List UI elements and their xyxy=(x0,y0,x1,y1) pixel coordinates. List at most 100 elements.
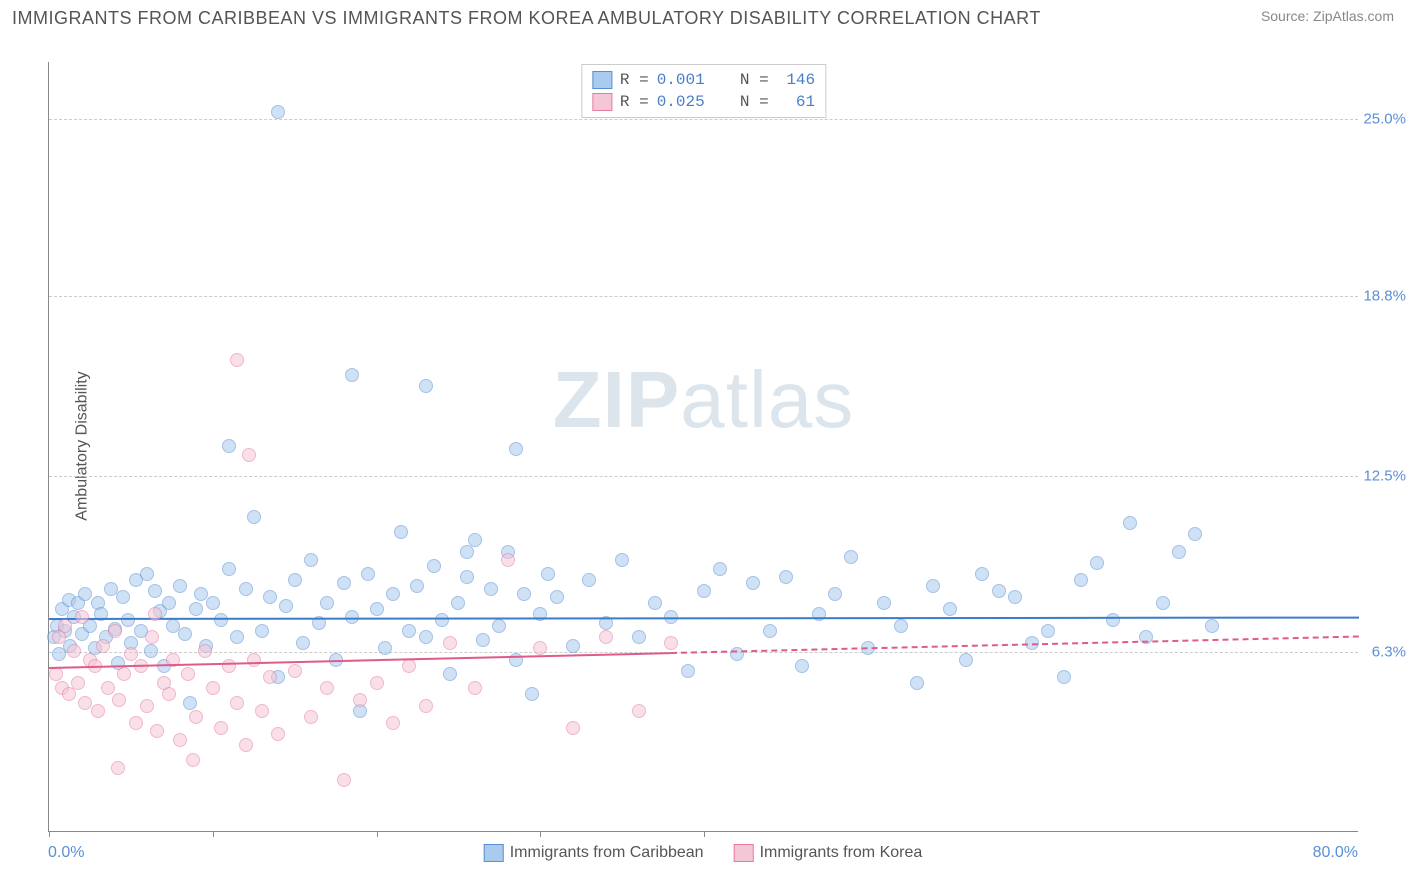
data-point xyxy=(140,699,154,713)
data-point xyxy=(49,667,63,681)
data-point xyxy=(162,687,176,701)
data-point xyxy=(975,567,989,581)
data-point xyxy=(664,636,678,650)
data-point xyxy=(296,636,310,650)
source-label: Source: ZipAtlas.com xyxy=(1261,8,1394,24)
data-point xyxy=(419,379,433,393)
data-point xyxy=(566,721,580,735)
data-point xyxy=(222,439,236,453)
gridline xyxy=(49,119,1358,120)
data-point xyxy=(370,676,384,690)
data-point xyxy=(992,584,1006,598)
data-point xyxy=(111,761,125,775)
stats-legend: R =0.001 N = 146R =0.025 N = 61 xyxy=(581,64,826,118)
data-point xyxy=(345,368,359,382)
gridline xyxy=(49,296,1358,297)
data-point xyxy=(427,559,441,573)
data-point xyxy=(1172,545,1186,559)
data-point xyxy=(96,639,110,653)
x-axis-min-label: 0.0% xyxy=(48,844,84,862)
data-point xyxy=(116,590,130,604)
data-point xyxy=(78,587,92,601)
legend-swatch xyxy=(484,844,504,862)
data-point xyxy=(476,633,490,647)
data-point xyxy=(173,579,187,593)
data-point xyxy=(419,699,433,713)
data-point xyxy=(1090,556,1104,570)
y-tick-label: 18.8% xyxy=(1363,287,1406,304)
data-point xyxy=(242,448,256,462)
data-point xyxy=(779,570,793,584)
data-point xyxy=(198,644,212,658)
data-point xyxy=(361,567,375,581)
x-tick xyxy=(377,831,378,837)
stats-legend-row: R =0.025 N = 61 xyxy=(592,91,815,113)
data-point xyxy=(681,664,695,678)
data-point xyxy=(828,587,842,601)
x-tick xyxy=(540,831,541,837)
data-point xyxy=(178,627,192,641)
data-point xyxy=(763,624,777,638)
legend-swatch xyxy=(592,93,612,111)
x-axis-max-label: 80.0% xyxy=(1313,844,1358,862)
x-tick xyxy=(704,831,705,837)
data-point xyxy=(91,704,105,718)
data-point xyxy=(713,562,727,576)
data-point xyxy=(271,727,285,741)
data-point xyxy=(386,716,400,730)
data-point xyxy=(550,590,564,604)
data-point xyxy=(468,681,482,695)
data-point xyxy=(435,613,449,627)
data-point xyxy=(247,653,261,667)
y-tick-label: 12.5% xyxy=(1363,467,1406,484)
gridline xyxy=(49,476,1358,477)
data-point xyxy=(632,704,646,718)
data-point xyxy=(337,773,351,787)
data-point xyxy=(910,676,924,690)
legend-swatch xyxy=(592,71,612,89)
data-point xyxy=(959,653,973,667)
data-point xyxy=(173,733,187,747)
data-point xyxy=(1205,619,1219,633)
data-point xyxy=(247,510,261,524)
y-tick-label: 6.3% xyxy=(1372,644,1406,661)
data-point xyxy=(378,641,392,655)
y-tick-label: 25.0% xyxy=(1363,111,1406,128)
data-point xyxy=(746,576,760,590)
data-point xyxy=(214,721,228,735)
x-tick xyxy=(49,831,50,837)
data-point xyxy=(222,562,236,576)
data-point xyxy=(460,570,474,584)
data-point xyxy=(1008,590,1022,604)
trend-line-extrapolated xyxy=(671,635,1359,653)
legend-item: Immigrants from Korea xyxy=(734,844,923,862)
trend-line xyxy=(49,617,1359,620)
data-point xyxy=(67,644,81,658)
data-point xyxy=(129,716,143,730)
data-point xyxy=(484,582,498,596)
data-point xyxy=(632,630,646,644)
data-point xyxy=(517,587,531,601)
data-point xyxy=(181,667,195,681)
legend-label: Immigrants from Caribbean xyxy=(510,844,704,862)
data-point xyxy=(386,587,400,601)
data-point xyxy=(533,641,547,655)
data-point xyxy=(492,619,506,633)
data-point xyxy=(263,590,277,604)
x-axis-row: 0.0% Immigrants from Caribbean Immigrants… xyxy=(48,844,1358,874)
data-point xyxy=(943,602,957,616)
data-point xyxy=(509,442,523,456)
data-point xyxy=(1156,596,1170,610)
data-point xyxy=(353,693,367,707)
data-point xyxy=(1074,573,1088,587)
data-point xyxy=(263,670,277,684)
data-point xyxy=(1106,613,1120,627)
data-point xyxy=(926,579,940,593)
data-point xyxy=(525,687,539,701)
data-point xyxy=(320,681,334,695)
data-point xyxy=(150,724,164,738)
data-point xyxy=(230,696,244,710)
data-point xyxy=(255,624,269,638)
data-point xyxy=(279,599,293,613)
data-point xyxy=(75,610,89,624)
